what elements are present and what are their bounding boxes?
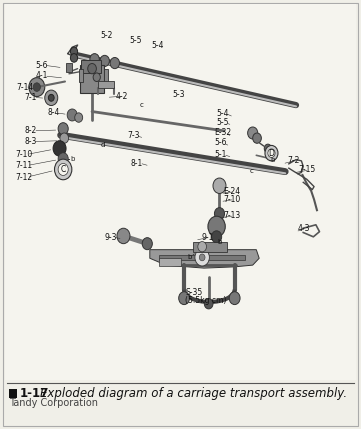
Text: Exploded diagram of a carriage transport assembly.: Exploded diagram of a carriage transport… — [40, 387, 347, 400]
Circle shape — [268, 149, 275, 157]
Text: b: b — [188, 254, 192, 260]
Text: 5-5: 5-5 — [217, 118, 229, 127]
Circle shape — [212, 231, 222, 243]
Circle shape — [100, 55, 109, 66]
Circle shape — [204, 299, 213, 309]
Circle shape — [60, 133, 69, 143]
Text: d: d — [100, 142, 105, 148]
Text: E-24: E-24 — [223, 187, 240, 196]
Circle shape — [33, 83, 40, 91]
FancyBboxPatch shape — [3, 3, 358, 426]
Bar — [9, 389, 17, 398]
Text: E-32: E-32 — [214, 128, 231, 136]
Circle shape — [179, 292, 190, 305]
Bar — [193, 242, 227, 252]
Circle shape — [195, 249, 209, 266]
Text: 7-10: 7-10 — [223, 195, 240, 204]
Text: 7-15: 7-15 — [298, 166, 316, 174]
Text: 5-6: 5-6 — [214, 139, 227, 147]
Text: 7-11: 7-11 — [15, 161, 32, 170]
Circle shape — [58, 163, 68, 175]
Text: 7-10: 7-10 — [15, 150, 32, 159]
Text: 5-2: 5-2 — [100, 31, 113, 39]
Bar — [81, 60, 101, 73]
Circle shape — [58, 123, 68, 135]
Text: 7-2: 7-2 — [287, 156, 299, 165]
Circle shape — [110, 57, 119, 69]
Text: 7-13: 7-13 — [223, 211, 240, 220]
Circle shape — [70, 54, 78, 62]
Circle shape — [90, 54, 99, 65]
Bar — [79, 69, 83, 82]
Circle shape — [29, 78, 45, 97]
Text: (5.5kg cm): (5.5kg cm) — [185, 296, 226, 305]
Circle shape — [264, 144, 271, 153]
Text: 5-4: 5-4 — [217, 109, 229, 118]
Text: c: c — [250, 168, 254, 174]
Bar — [159, 255, 245, 260]
Circle shape — [67, 109, 77, 121]
Text: 9-3: 9-3 — [105, 233, 117, 242]
Text: b: b — [271, 157, 275, 163]
Circle shape — [142, 238, 152, 250]
Circle shape — [75, 113, 83, 122]
Circle shape — [229, 292, 240, 305]
Text: 7-14: 7-14 — [16, 83, 34, 91]
Text: 7-3: 7-3 — [127, 131, 140, 140]
Text: 1-17: 1-17 — [20, 387, 49, 400]
Text: 4-2: 4-2 — [116, 92, 128, 100]
Circle shape — [248, 127, 258, 139]
Circle shape — [214, 208, 225, 220]
Bar — [5, 4, 356, 380]
Circle shape — [55, 159, 72, 180]
Circle shape — [198, 242, 206, 252]
Circle shape — [199, 254, 205, 261]
Text: 8-1: 8-1 — [131, 159, 143, 167]
Circle shape — [117, 228, 130, 244]
Text: 7-12: 7-12 — [15, 173, 32, 181]
Text: 9-1: 9-1 — [201, 233, 214, 242]
Circle shape — [58, 153, 68, 165]
Text: b: b — [70, 156, 74, 162]
Text: b: b — [217, 239, 222, 245]
Text: D: D — [269, 149, 274, 157]
Text: 5-4: 5-4 — [152, 41, 164, 50]
Text: 8-3: 8-3 — [25, 137, 37, 146]
Circle shape — [265, 145, 278, 161]
Text: 8-4: 8-4 — [48, 109, 60, 117]
Text: 7-1: 7-1 — [25, 93, 37, 102]
Text: c: c — [140, 102, 144, 108]
Circle shape — [88, 63, 96, 74]
Bar — [66, 63, 72, 72]
Circle shape — [70, 47, 78, 56]
Text: 4-3: 4-3 — [298, 224, 310, 233]
Polygon shape — [150, 250, 259, 268]
Text: C: C — [61, 165, 66, 174]
Text: 5-3: 5-3 — [173, 91, 185, 99]
Circle shape — [208, 216, 225, 237]
Text: 5-1: 5-1 — [214, 150, 227, 159]
Text: 5-6: 5-6 — [35, 61, 48, 69]
Text: 4-1: 4-1 — [35, 72, 48, 80]
Text: S-35: S-35 — [186, 288, 203, 297]
Text: Tandy Corporation: Tandy Corporation — [9, 398, 98, 408]
Circle shape — [253, 133, 261, 143]
Bar — [98, 81, 114, 88]
Circle shape — [45, 90, 58, 106]
Circle shape — [93, 73, 100, 82]
Bar — [159, 258, 180, 266]
Text: 5-5: 5-5 — [129, 36, 142, 45]
Bar — [80, 66, 104, 94]
Circle shape — [48, 94, 54, 101]
Circle shape — [213, 178, 226, 193]
Text: 8-2: 8-2 — [25, 127, 37, 135]
Bar — [104, 69, 108, 82]
Circle shape — [53, 141, 66, 156]
